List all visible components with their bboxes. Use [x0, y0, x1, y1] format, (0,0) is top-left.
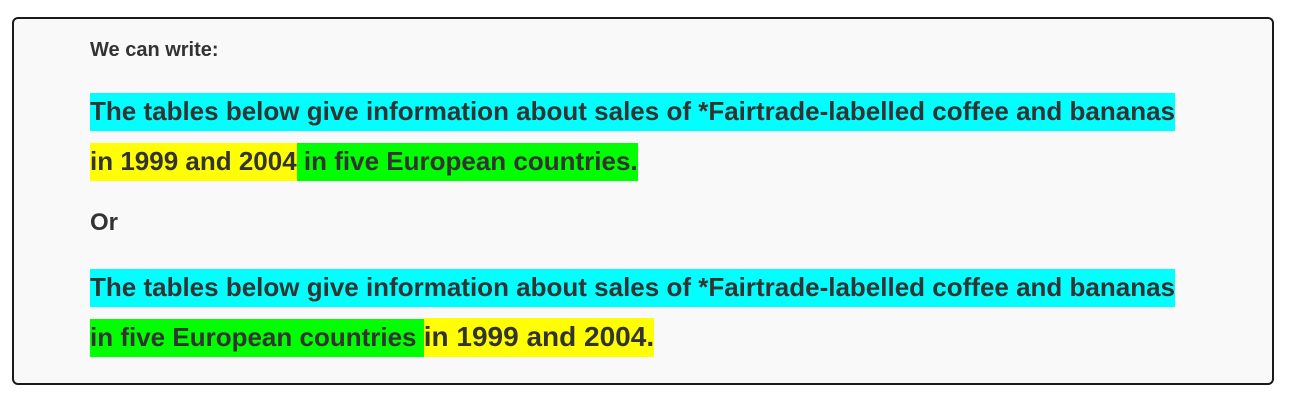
place-highlight: in five European countries.	[296, 143, 638, 181]
time-highlight: in 1999 and 2004	[90, 143, 297, 181]
separator-text: Or	[90, 209, 119, 236]
content-panel: We can write: The tables below give info…	[12, 17, 1274, 385]
subject-highlight: The tables below give information about …	[90, 93, 1176, 131]
sentence-option-1: The tables below give information about …	[90, 86, 1200, 186]
subject-highlight: The tables below give information about …	[90, 269, 1176, 307]
time-highlight: in 1999 and 2004.	[423, 318, 655, 357]
sentence-option-2: The tables below give information about …	[90, 262, 1200, 362]
intro-text: We can write:	[90, 39, 219, 61]
place-highlight: in five European countries	[90, 319, 424, 357]
